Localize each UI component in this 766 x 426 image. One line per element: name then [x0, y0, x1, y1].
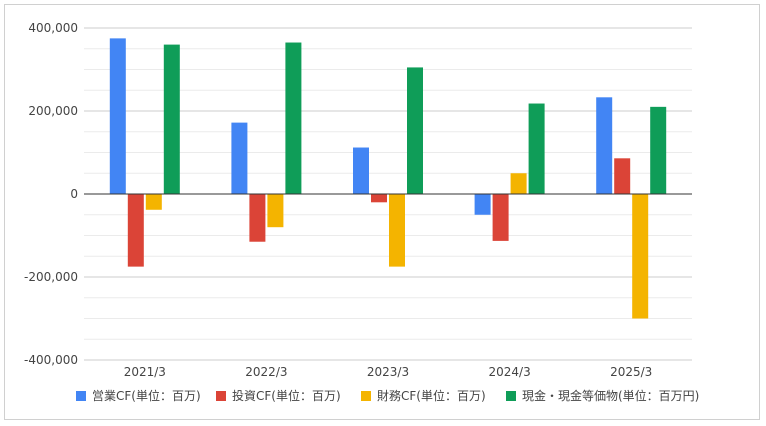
bar-2025/3-series-3[interactable]	[650, 106, 667, 194]
bar-2021/3-series-1[interactable]	[127, 194, 144, 267]
y-tick-label: 200,000	[28, 104, 78, 118]
bar-2022/3-series-0[interactable]	[231, 122, 248, 194]
bar-2024/3-series-0[interactable]	[474, 194, 491, 215]
x-tick-label: 2021/3	[124, 365, 166, 379]
legend-label: 現金・現金等価物(単位：百万円)	[522, 388, 699, 403]
bar-2025/3-series-1[interactable]	[614, 158, 631, 194]
bar-2024/3-series-1[interactable]	[492, 194, 509, 241]
y-tick-label: -200,000	[24, 270, 78, 284]
bar-2025/3-series-0[interactable]	[596, 97, 613, 194]
legend-item-0[interactable]: 営業CF(単位：百万)	[76, 388, 201, 403]
bar-2025/3-series-2[interactable]	[632, 194, 649, 319]
bar-2021/3-series-0[interactable]	[109, 38, 126, 194]
legend-item-3[interactable]: 現金・現金等価物(単位：百万円)	[506, 388, 699, 403]
bar-2023/3-series-2[interactable]	[389, 194, 405, 267]
bar-2024/3-series-2[interactable]	[510, 173, 527, 194]
bar-2022/3-series-1[interactable]	[249, 194, 266, 242]
y-tick-label: -400,000	[24, 353, 78, 367]
grid-lines	[84, 27, 692, 361]
legend-swatch	[76, 391, 86, 401]
bar-2023/3-series-1[interactable]	[371, 194, 387, 203]
bar-2023/3-series-0[interactable]	[353, 147, 369, 194]
legend[interactable]: 営業CF(単位：百万) 投資CF(単位：百万) 財務CF(単位：百万) 現金・現金等価…	[76, 388, 699, 403]
y-axis-labels: 400,000 200,000 0 -200,000 -400,000	[24, 21, 78, 367]
bar-2022/3-series-3[interactable]	[285, 42, 302, 195]
legend-item-2[interactable]: 財務CF(単位：百万)	[361, 388, 486, 403]
legend-label: 投資CF(単位：百万)	[232, 388, 341, 403]
legend-swatch	[216, 391, 226, 401]
bar-2024/3-series-3[interactable]	[528, 103, 545, 194]
bar-2022/3-series-2[interactable]	[267, 194, 284, 228]
legend-label: 営業CF(単位：百万)	[92, 388, 201, 403]
bar-2021/3-series-3[interactable]	[163, 44, 180, 194]
y-tick-label: 0	[70, 187, 78, 201]
bar-2021/3-series-2[interactable]	[145, 194, 162, 210]
x-tick-label: 2023/3	[367, 365, 409, 379]
x-tick-label: 2022/3	[245, 365, 287, 379]
bars	[109, 38, 667, 319]
x-axis-labels: 2021/3 2022/3 2023/3 2024/3 2025/3	[124, 365, 653, 379]
legend-swatch	[361, 391, 371, 401]
y-tick-label: 400,000	[28, 21, 78, 35]
legend-item-1[interactable]: 投資CF(単位：百万)	[216, 388, 341, 403]
bar-2023/3-series-3[interactable]	[407, 67, 423, 194]
x-tick-label: 2024/3	[488, 365, 530, 379]
legend-swatch	[506, 391, 516, 401]
legend-label: 財務CF(単位：百万)	[377, 388, 486, 403]
x-tick-label: 2025/3	[610, 365, 652, 379]
